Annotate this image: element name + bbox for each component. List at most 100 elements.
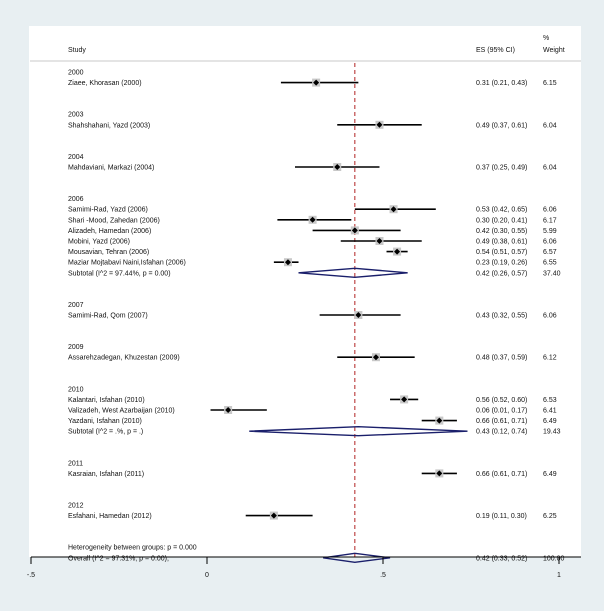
effect-size-ci: 0.43 (0.32, 0.55) — [476, 313, 527, 320]
study-label: Assarehzadegan, Khuzestan (2009) — [68, 355, 180, 362]
effect-size-ci: 0.48 (0.37, 0.59) — [476, 355, 527, 362]
weight-value: 6.12 — [543, 355, 557, 362]
subtotal-label: Subtotal (I^2 = 97.44%, p = 0.00) — [68, 270, 171, 277]
pooled-diamond — [323, 552, 391, 564]
study-row: Shari -Mood, Zahedan (2006) 0.30 (0.20, 0… — [68, 215, 557, 224]
header-weight-line2: Weight — [543, 47, 565, 54]
subtotal-row: Subtotal (I^2 = 97.44%, p = 0.00) 0.42 (0… — [68, 267, 561, 279]
group-label: 2012 — [68, 503, 84, 510]
weight-value: 6.49 — [543, 471, 557, 478]
effect-size-ci: 0.56 (0.52, 0.60) — [476, 397, 527, 404]
header-weight-line1: % — [543, 35, 549, 42]
point-estimate — [270, 512, 277, 519]
study-label: Yazdani, Isfahan (2010) — [68, 418, 142, 425]
rows-layer: 2000 Ziaee, Khorasan (2000) 0.31 (0.21, 0.… — [68, 63, 565, 564]
study-row: Mobini, Yazd (2006) 0.49 (0.38, 0.61) 6.06 — [68, 237, 557, 246]
group-label: 2010 — [68, 386, 84, 393]
point-estimate — [401, 396, 408, 403]
weight-value: 6.55 — [543, 260, 557, 267]
study-row: Mousavian, Tehran (2006) 0.54 (0.51, 0.57… — [68, 247, 557, 256]
weight-value: 6.06 — [543, 207, 557, 214]
plot-panel — [29, 26, 581, 557]
effect-size-ci: 0.49 (0.38, 0.61) — [476, 239, 527, 246]
study-label: Kalantari, Isfahan (2010) — [68, 397, 145, 404]
study-row: Kalantari, Isfahan (2010) 0.56 (0.52, 0.6… — [68, 395, 557, 404]
study-label: Esfahani, Hamedan (2012) — [68, 513, 152, 520]
effect-size-ci: 0.19 (0.11, 0.30) — [476, 513, 527, 520]
x-tick-label: .5 — [380, 572, 386, 579]
weight-value: 6.57 — [543, 249, 557, 256]
study-label: Samimi-Rad, Qom (2007) — [68, 313, 148, 320]
effect-size-ci: 0.06 (0.01, 0.17) — [476, 408, 527, 415]
subtotal-label: Subtotal (I^2 = .%, p = .) — [68, 429, 143, 436]
study-row: Yazdani, Isfahan (2010) 0.66 (0.61, 0.71)… — [68, 416, 557, 425]
weight-value: 6.04 — [543, 122, 557, 129]
weight-value: 6.49 — [543, 418, 557, 425]
point-estimate — [351, 227, 358, 234]
x-tick-label: 0 — [205, 572, 209, 579]
weight-value: 37.40 — [543, 270, 561, 277]
study-row: Kasraian, Isfahan (2011) 0.66 (0.61, 0.71… — [68, 469, 557, 478]
study-label: Mahdaviani, Markazi (2004) — [68, 165, 154, 172]
study-label: Shari -Mood, Zahedan (2006) — [68, 217, 160, 224]
weight-value: 6.15 — [543, 80, 557, 87]
study-row: Assarehzadegan, Khuzestan (2009) 0.48 (0.… — [68, 353, 557, 362]
point-estimate — [372, 354, 379, 361]
study-label: Maziar Mojtabavi Naini,Isfahan (2006) — [68, 260, 186, 267]
x-tick-label: 1 — [557, 572, 561, 579]
study-row: Valizadeh, West Azarbaijan (2010) 0.06 (0… — [68, 406, 557, 415]
study-label: Samimi-Rad, Yazd (2006) — [68, 207, 148, 214]
effect-size-ci: 0.42 (0.33, 0.52) — [476, 555, 527, 562]
study-row: Alizadeh, Hamedan (2006) 0.42 (0.30, 0.55… — [68, 226, 557, 235]
effect-size-ci: 0.66 (0.61, 0.71) — [476, 418, 527, 425]
point-estimate — [334, 164, 341, 170]
point-estimate — [394, 248, 401, 255]
x-axis: -.5 0 .5 1 — [27, 556, 581, 579]
study-label: Valizadeh, West Azarbaijan (2010) — [68, 408, 175, 415]
weight-value: 6.17 — [543, 217, 557, 224]
heterogeneity-label: Heterogeneity between groups: p = 0.000 — [68, 545, 197, 552]
study-label: Ziaee, Khorasan (2000) — [68, 80, 142, 87]
weight-value: 6.53 — [543, 397, 557, 404]
effect-size-ci: 0.42 (0.30, 0.55) — [476, 228, 527, 235]
pooled-diamond — [249, 425, 468, 437]
header-study: Study — [68, 47, 86, 54]
study-label: Mobini, Yazd (2006) — [68, 239, 130, 246]
study-label: Shahshahani, Yazd (2003) — [68, 122, 150, 129]
point-estimate — [376, 121, 383, 128]
study-row: Mahdaviani, Markazi (2004) 0.37 (0.25, 0.… — [68, 163, 557, 172]
weight-value: 6.04 — [543, 165, 557, 172]
effect-size-ci: 0.53 (0.42, 0.65) — [476, 207, 527, 214]
group-label: 2006 — [68, 196, 84, 203]
pooled-diamond — [298, 267, 408, 279]
study-label: Alizadeh, Hamedan (2006) — [68, 228, 151, 235]
group-label: 2000 — [68, 70, 84, 77]
point-estimate — [355, 312, 362, 318]
group-label: 2003 — [68, 112, 84, 119]
group-label: 2009 — [68, 344, 84, 351]
weight-value: 6.41 — [543, 408, 557, 415]
overall-label: Overall (I^2 = 97.31%, p = 0.00); — [68, 555, 169, 562]
weight-value: 6.06 — [543, 313, 557, 320]
point-estimate — [390, 206, 397, 213]
study-row: Shahshahani, Yazd (2003) 0.49 (0.37, 0.61… — [68, 120, 557, 129]
group-label: 2004 — [68, 154, 84, 161]
point-estimate — [309, 216, 316, 223]
point-estimate — [436, 417, 443, 424]
subtotal-row: Subtotal (I^2 = .%, p = .) 0.43 (0.12, 0.… — [68, 425, 561, 437]
overall-row: Overall (I^2 = 97.31%, p = 0.00); 0.42 (0… — [68, 552, 565, 564]
effect-size-ci: 0.23 (0.19, 0.26) — [476, 260, 527, 267]
weight-value: 6.06 — [543, 239, 557, 246]
effect-size-ci: 0.54 (0.51, 0.57) — [476, 249, 527, 256]
group-label: 2007 — [68, 302, 84, 309]
effect-size-ci: 0.31 (0.21, 0.43) — [476, 80, 527, 87]
study-row: Ziaee, Khorasan (2000) 0.31 (0.21, 0.43) 6… — [68, 78, 557, 87]
study-row: Maziar Mojtabavi Naini,Isfahan (2006) 0.2… — [68, 258, 557, 267]
x-tick-label: -.5 — [27, 572, 35, 579]
point-estimate — [376, 238, 383, 244]
weight-value: 6.25 — [543, 513, 557, 520]
group-label: 2011 — [68, 460, 83, 467]
effect-size-ci: 0.37 (0.25, 0.49) — [476, 165, 527, 172]
point-estimate — [436, 470, 443, 477]
